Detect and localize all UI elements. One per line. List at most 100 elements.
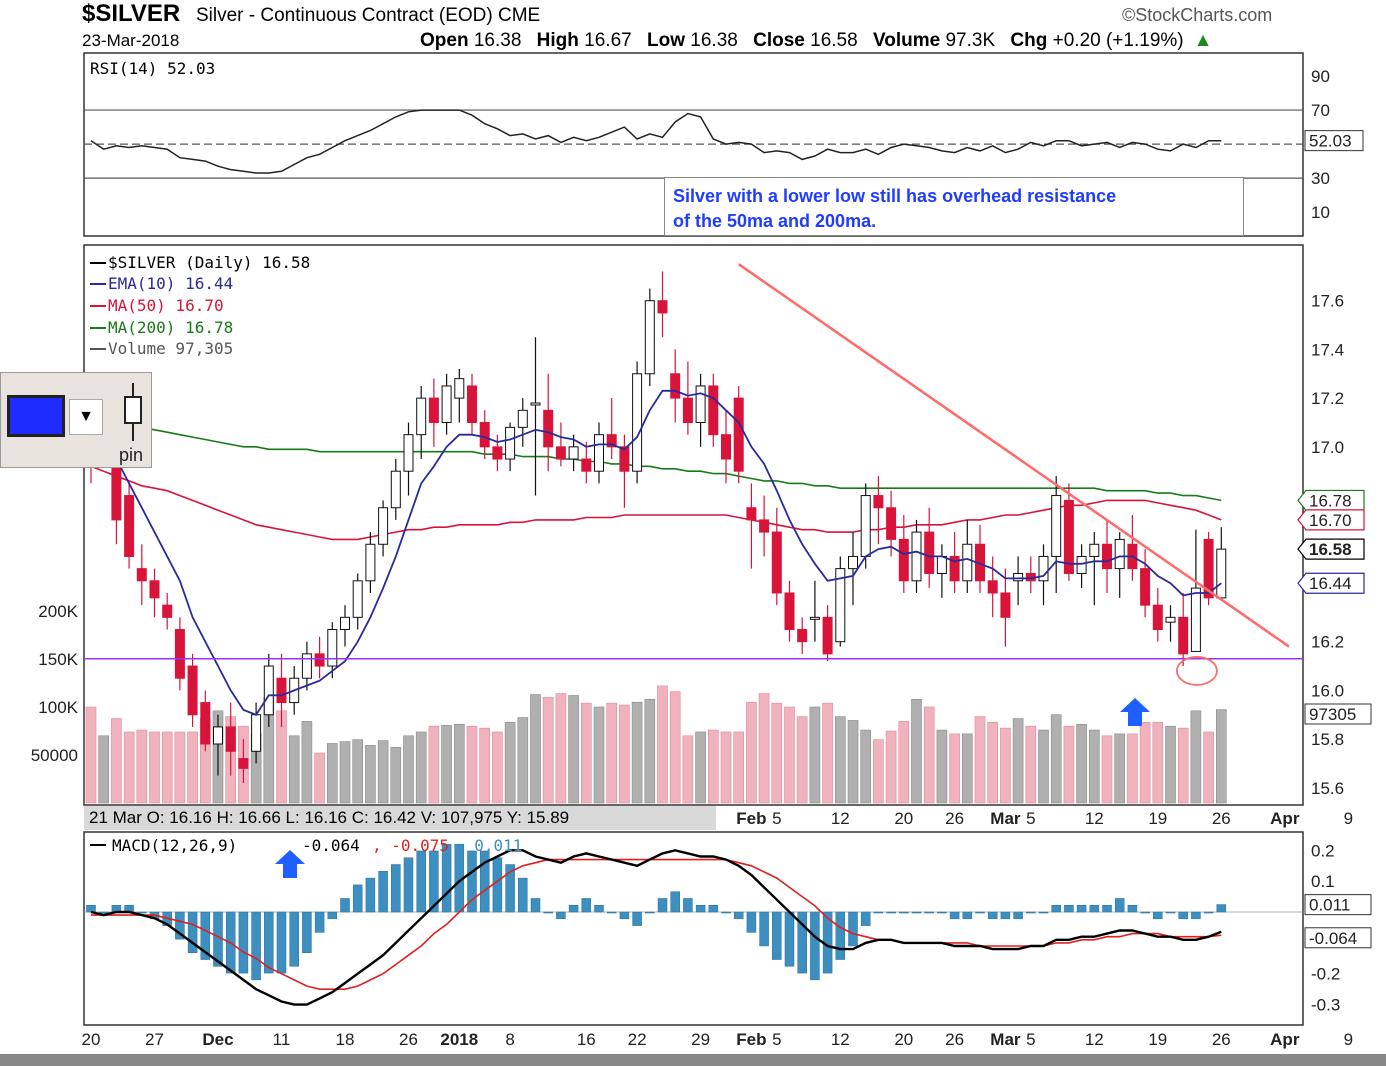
candle-body [924,531,935,574]
macd-histogram-bar [98,911,109,914]
low-label: Low [647,30,685,51]
ohlc-summary: Open 16.38 High 16.67 Low 16.38 Close 16… [420,30,1212,52]
candle-body [670,373,681,399]
candle-body [352,580,363,618]
candle-body [771,531,782,594]
volume-bar [390,747,402,804]
volume-bar [606,702,618,804]
candle-body [1102,543,1112,570]
candle-body [251,714,262,752]
volume-bar [403,735,414,804]
candle-body [809,616,820,620]
macd-tick-label: -0.3 [1311,996,1340,1015]
volume-bar [365,745,376,804]
candle-body [200,702,211,745]
volume-bar [974,716,986,804]
price-x-label: Mar [990,809,1021,828]
macd-histogram-bar [1051,904,1061,913]
candle-body [428,397,439,423]
macd-histogram-bar [416,850,426,913]
macd-histogram-bar [1089,904,1100,913]
macd-x-label: 9 [1344,1030,1353,1049]
price-tag [1297,489,1365,512]
volume-bar [746,701,757,804]
volume-bar [1177,727,1189,804]
candle-body [314,653,325,667]
volume-bar [1038,729,1049,804]
macd-histogram-bar [1165,911,1176,914]
description-text: Silver - Continuous Contract (EOD) [196,5,493,26]
color-picker-toolbar: ▼ pin [0,372,152,468]
macd-histogram-bar [1178,911,1188,920]
volume-bar [771,702,783,804]
window-bottom-bar [0,1054,1386,1066]
candle-body [657,300,668,314]
macd-histogram-bar [1064,904,1074,913]
volume-bar [1076,723,1087,804]
macd-histogram-bar [1102,904,1112,913]
pin-label: pin [119,445,144,465]
volume-bar [784,706,795,804]
annotation-note: Silver with a lower low still has overhe… [664,177,1244,236]
price-x-label: 5 [1026,809,1035,828]
low-value: 16.38 [690,30,738,51]
macd-histogram-bar [1127,904,1138,913]
macd-histogram-bar [403,857,414,913]
macd-histogram-bar [911,911,922,914]
volume-bar [758,693,770,804]
ma200-legend: MA(200) 16.78 [108,318,233,337]
color-swatch-button[interactable] [7,395,65,437]
candle-body [1190,587,1201,652]
price-x-label: 26 [945,809,964,828]
ma50-line [90,465,1222,541]
macd-histogram-bar [518,877,528,913]
macd-histogram-bar [479,850,490,913]
macd-histogram-bar [721,911,731,914]
macd-x-label: Apr [1270,1030,1300,1049]
macd-x-label: 12 [831,1030,850,1049]
macd-histogram-bar [505,864,515,913]
volume-bar [1127,733,1138,804]
volume-bar [111,718,122,804]
macd-histogram-bar [543,911,553,914]
volume-bar [161,731,173,804]
price-x-label: 19 [1148,809,1167,828]
volume-bar [301,721,313,804]
volume-bar [453,723,465,804]
macd-histogram-bar [1013,911,1023,920]
candle-body [555,446,566,460]
volume-bar [352,739,364,804]
candle-body [898,538,909,582]
candle-body [365,543,376,582]
candle-body [949,555,960,582]
macd-x-label: 8 [505,1030,514,1049]
candle-body [1089,543,1100,557]
volume-bar [809,706,821,804]
candle-body [1178,616,1189,655]
ema10-line [90,389,1222,716]
macd-tick-label: -0.2 [1311,965,1340,984]
macd-histogram-bar [683,898,693,913]
macd-x-label: 22 [628,1030,647,1049]
pin-icon[interactable] [119,381,147,443]
volume-tag-label: 97305 [1309,705,1356,724]
macd-histogram-bar [200,911,211,960]
candle-body [492,446,503,460]
price-tick-label: 17.0 [1311,438,1344,457]
macd-histogram-bar [619,911,630,920]
macd-histogram-bar [340,898,350,913]
macd-tag-label: -0.064 [1309,929,1357,948]
macd-x-label: 19 [1148,1030,1167,1049]
price-tick-label: 16.0 [1311,681,1344,700]
resistance-trendline [737,263,1290,648]
macd-histogram-bar [784,911,795,967]
candle-body [695,385,706,423]
candle-body [886,507,897,540]
candle-body [340,616,350,631]
volume-bar [136,729,148,804]
volume-bar [1190,710,1202,804]
macd-histogram-bar [860,911,871,926]
chevron-down-icon[interactable]: ▼ [69,399,103,435]
price-tick-label: 17.4 [1311,340,1344,359]
macd-histogram-bar [657,898,668,913]
